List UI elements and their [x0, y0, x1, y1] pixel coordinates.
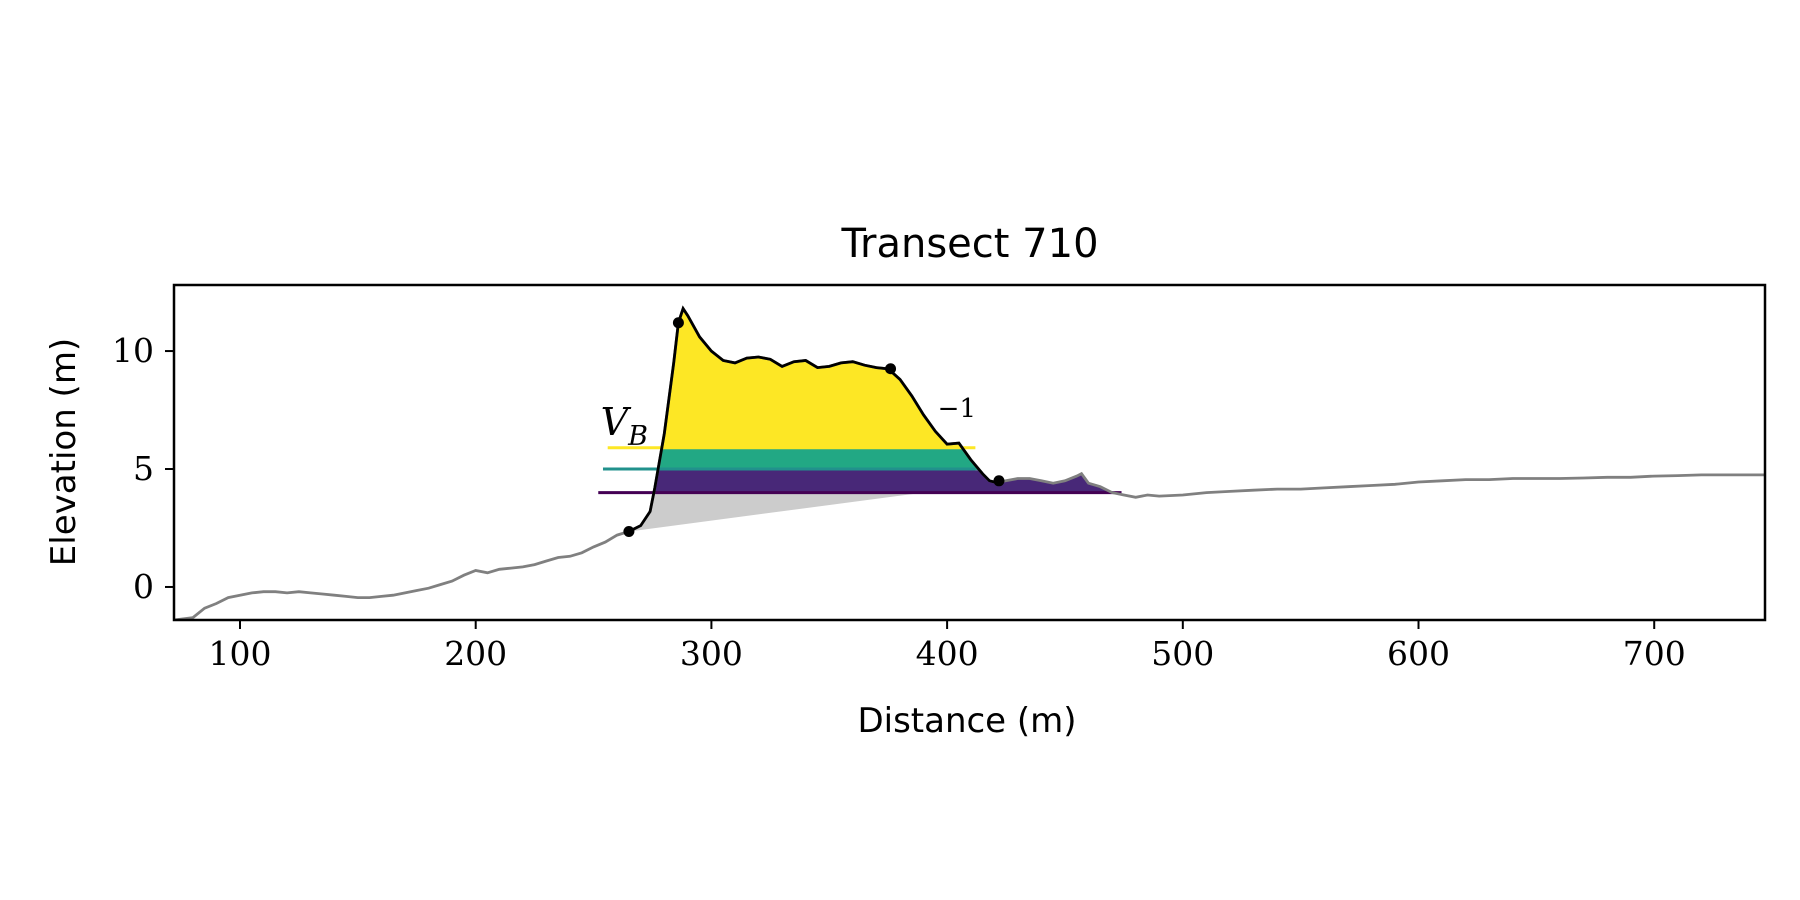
- annotation-suffix: −1: [938, 394, 976, 424]
- x-tick-label-700: 700: [1623, 634, 1686, 673]
- volume-band-mid: [640, 447, 1006, 471]
- base-volume-fill: [628, 492, 924, 532]
- x-axis-label: Distance (m): [857, 701, 1076, 741]
- profile-marker-1: [623, 526, 635, 538]
- axes-frame: [172, 283, 1767, 622]
- volume-band-low: [640, 470, 1122, 493]
- x-tick-label-600: 600: [1387, 634, 1450, 673]
- plot-area: VB−1: [174, 305, 1765, 620]
- y-tick-label-0: 0: [133, 567, 154, 606]
- annotation-vb-subscript: B: [627, 421, 648, 452]
- profile-marker-3: [885, 363, 897, 375]
- x-tick-label-200: 200: [444, 634, 507, 673]
- y-axis-ticks: 0 5 10: [112, 331, 174, 606]
- x-axis-ticks: 100 200 300 400 500 600 700: [208, 620, 1686, 673]
- profile-marker-2: [672, 317, 684, 329]
- y-tick-label-5: 5: [133, 449, 154, 488]
- volume-band-high: [640, 308, 1006, 448]
- profile-marker-4: [993, 475, 1005, 487]
- x-tick-label-400: 400: [916, 634, 979, 673]
- chart-title: Transect 710: [840, 221, 1098, 267]
- x-tick-label-300: 300: [680, 634, 743, 673]
- x-tick-label-500: 500: [1151, 634, 1214, 673]
- y-tick-label-10: 10: [112, 331, 154, 370]
- plot-content: VB−1: [174, 305, 1765, 620]
- y-axis-label: Elevation (m): [44, 338, 84, 566]
- x-tick-label-100: 100: [208, 634, 271, 673]
